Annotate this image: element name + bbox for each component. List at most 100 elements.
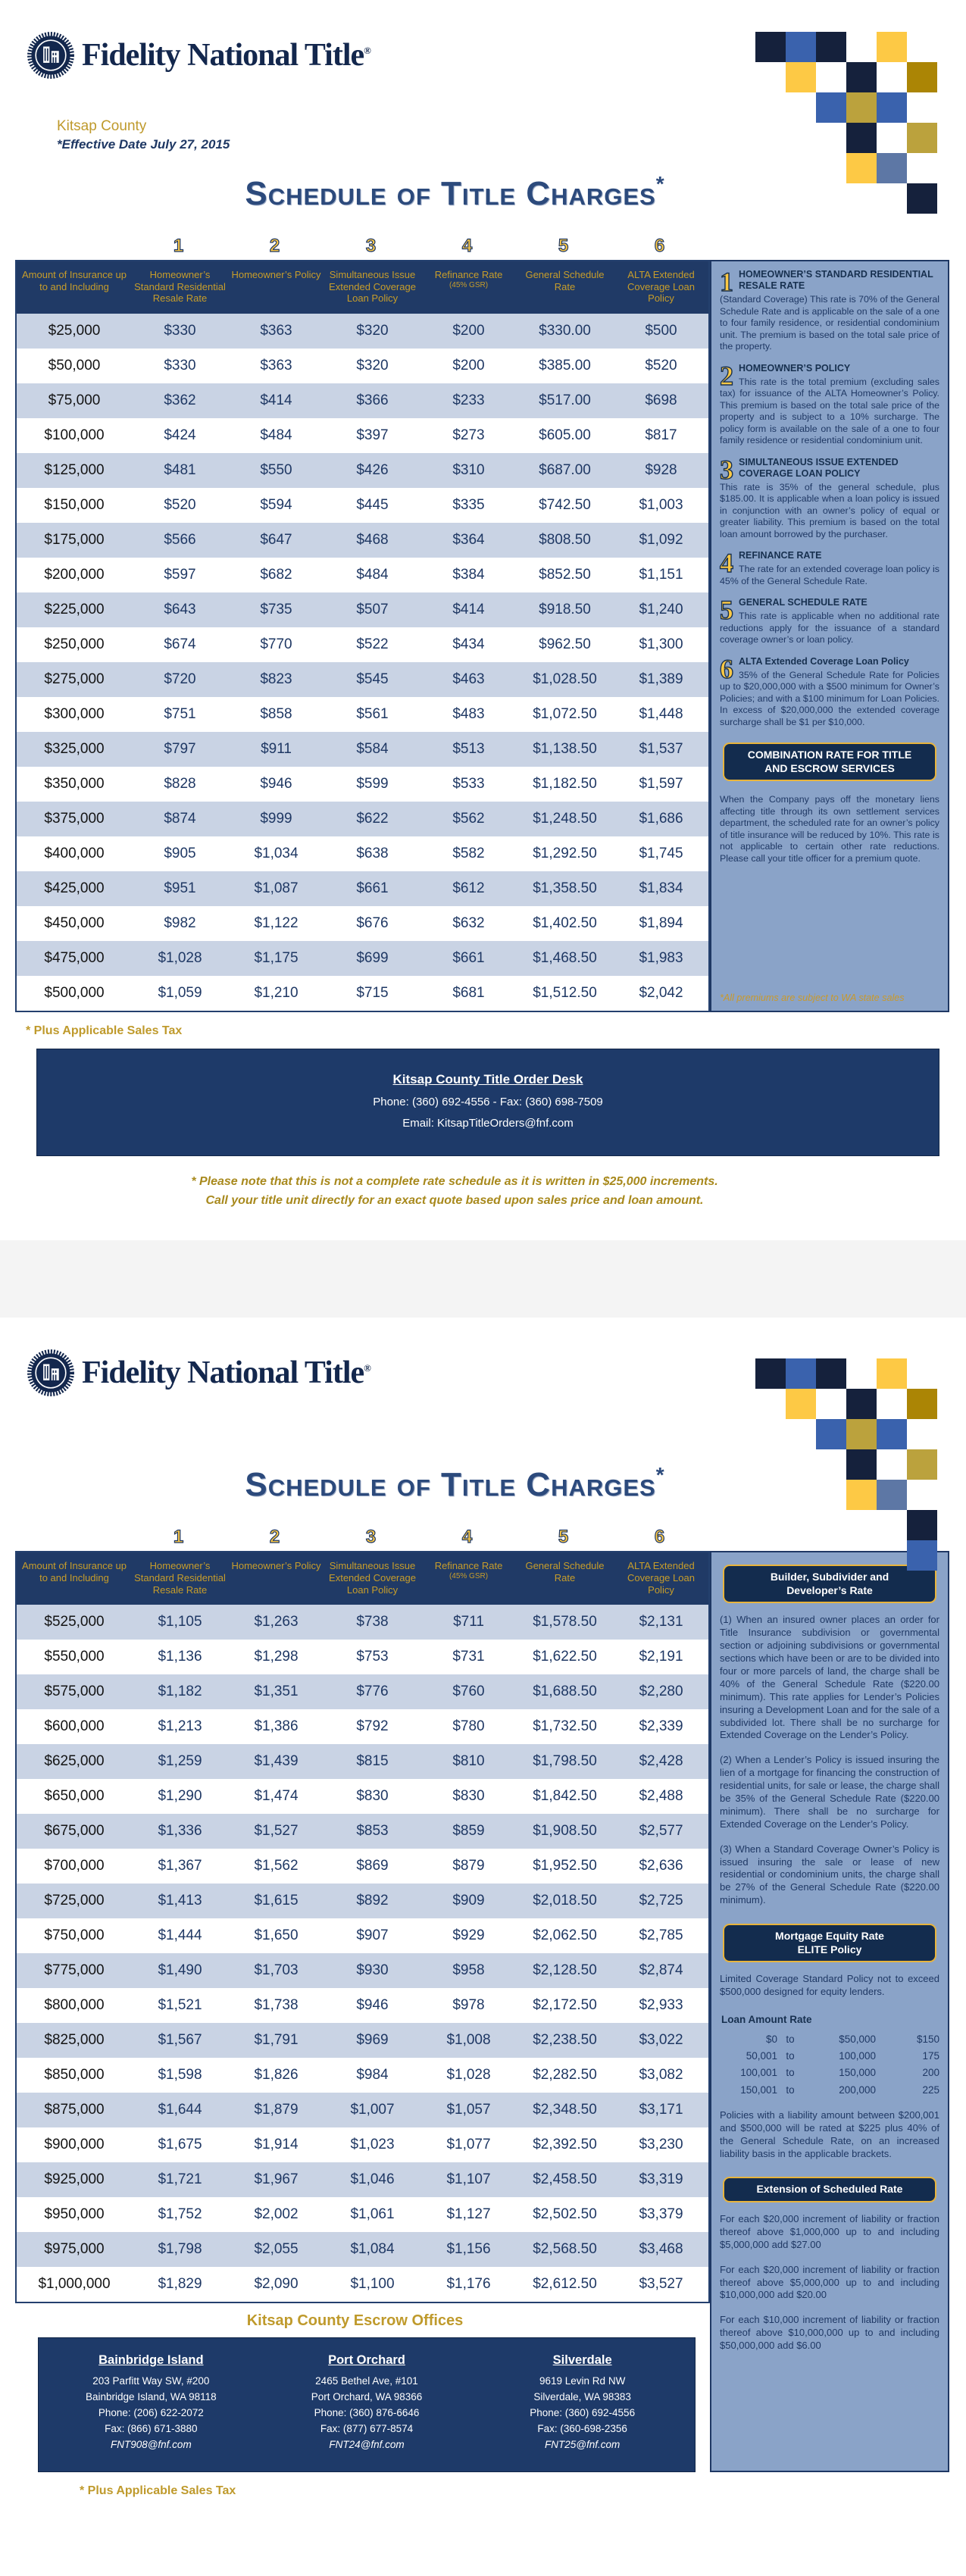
- homeowners-policy-cell: $414: [260, 392, 292, 408]
- homeowners-policy-cell: $1,562: [254, 1858, 299, 1874]
- office-fax: Fax: (360-698-2356: [537, 2422, 627, 2434]
- simultaneous-issue-cell: $599: [356, 775, 389, 792]
- rate-table-page2: Amount of Insurance up to and Including …: [15, 1551, 710, 2304]
- simultaneous-issue-cell: $776: [356, 1683, 389, 1700]
- alta-extended-cell: $500: [645, 322, 677, 339]
- checker-square: [755, 153, 786, 183]
- simultaneous-issue-cell: $892: [356, 1893, 389, 1909]
- brand-logo: Fidelity National Title®: [26, 0, 966, 80]
- office-address-1: 9619 Levin Rd NW: [539, 2375, 626, 2387]
- combination-rate-text: When the Company pays off the monetary l…: [720, 794, 939, 864]
- homeowners-policy-cell: $1,615: [254, 1893, 299, 1909]
- homeowners-policy-cell: $363: [260, 357, 292, 374]
- general-schedule-cell: $687.00: [539, 461, 591, 478]
- refinance-rate-cell: $335: [452, 496, 485, 513]
- checker-square: [877, 1449, 907, 1480]
- amount-cell: $75,000: [48, 392, 101, 408]
- resale-rate-cell: $905: [164, 845, 196, 861]
- homeowners-policy-cell: $1,791: [254, 2032, 299, 2049]
- homeowners-policy-cell: $1,967: [254, 2171, 299, 2188]
- general-schedule-cell: $1,028.50: [533, 671, 597, 687]
- escrow-office: Bainbridge Island 203 Parfitt Way SW, #2…: [43, 2353, 259, 2453]
- checker-square: [755, 1449, 786, 1480]
- checker-square: [786, 1510, 816, 1540]
- refinance-rate-cell: $200: [452, 322, 485, 339]
- checker-square: [877, 1358, 907, 1390]
- checker-square: [846, 1389, 877, 1420]
- checker-square: [755, 1389, 786, 1419]
- general-schedule-cell: $2,128.50: [533, 1962, 597, 1979]
- alta-extended-cell: $2,785: [639, 1927, 683, 1944]
- general-schedule-cell: $385.00: [539, 357, 591, 374]
- rate-schedule-note: * Please note that this is not a complet…: [0, 1173, 909, 1211]
- refinance-rate-cell: $463: [452, 671, 485, 687]
- alta-extended-cell: $2,725: [639, 1893, 683, 1909]
- checker-square: [877, 32, 907, 62]
- checker-square: [786, 153, 816, 183]
- general-schedule-cell: $1,952.50: [533, 1858, 597, 1874]
- homeowners-policy-cell: $1,386: [254, 1718, 299, 1735]
- refinance-rate-cell: $711: [453, 1614, 484, 1630]
- general-schedule-cell: $1,358.50: [533, 880, 597, 896]
- page-1: Fidelity National Title® Kitsap County *…: [0, 0, 966, 1318]
- sidebar-section: 6 ALTA Extended Coverage Loan Policy 35%…: [719, 655, 939, 729]
- refinance-rate-cell: $978: [452, 1997, 485, 2014]
- alta-extended-cell: $1,003: [639, 496, 683, 513]
- alta-extended-cell: $3,082: [639, 2067, 683, 2084]
- checker-square: [877, 1389, 907, 1419]
- simultaneous-issue-cell: $366: [356, 392, 389, 408]
- homeowners-policy-cell: $1,175: [254, 949, 299, 966]
- checker-square: [846, 1449, 877, 1480]
- resale-rate-cell: $1,444: [158, 1927, 202, 1944]
- column-header: ALTA Extended Coverage Loan Policy: [613, 1558, 709, 1597]
- general-schedule-cell: $2,018.50: [533, 1893, 597, 1909]
- homeowners-policy-cell: $1,122: [254, 914, 299, 931]
- alta-extended-cell: $2,577: [639, 1823, 683, 1840]
- column-numbers: 1 2 3 4 5 6: [15, 1527, 708, 1548]
- general-schedule-cell: $1,512.50: [533, 984, 597, 1001]
- resale-rate-cell: $1,829: [158, 2276, 202, 2293]
- simultaneous-issue-cell: $638: [356, 845, 389, 861]
- column-header: ALTA Extended Coverage Loan Policy: [613, 267, 709, 306]
- loan-upto: $50,000: [839, 2033, 876, 2045]
- page-2: Fidelity National Title® Schedule of Tit…: [0, 1318, 966, 2497]
- checker-square: [907, 92, 937, 123]
- homeowners-policy-cell: $1,034: [254, 845, 299, 861]
- refinance-rate-cell: $731: [452, 1649, 485, 1665]
- badge-line: Builder, Subdivider and: [770, 1571, 889, 1583]
- general-schedule-cell: $1,842.50: [533, 1788, 597, 1805]
- homeowners-policy-cell: $946: [260, 775, 292, 792]
- checker-square: [846, 1510, 877, 1540]
- table-header: Amount of Insurance up to and Including …: [17, 261, 708, 314]
- checker-square: [846, 92, 877, 123]
- alta-extended-cell: $1,745: [639, 845, 683, 861]
- alta-extended-cell: $2,488: [639, 1788, 683, 1805]
- simultaneous-issue-cell: $699: [356, 949, 389, 966]
- homeowners-policy-cell: $1,087: [254, 880, 299, 896]
- refinance-rate-cell: $1,008: [446, 2032, 491, 2049]
- alta-extended-cell: $1,448: [639, 705, 683, 722]
- table-row: $675,000 $1,336 $1,527 $853 $859 $1,908.…: [17, 1814, 708, 1849]
- homeowners-policy-cell: $2,090: [254, 2276, 299, 2293]
- simultaneous-issue-cell: $907: [356, 1927, 389, 1944]
- table-row: $550,000 $1,136 $1,298 $753 $731 $1,622.…: [17, 1640, 708, 1674]
- checker-square: [907, 153, 937, 183]
- refinance-rate-cell: $929: [452, 1927, 485, 1944]
- refinance-rate-cell: $780: [452, 1718, 485, 1735]
- section-number: 4: [719, 548, 733, 578]
- amount-cell: $425,000: [44, 880, 105, 896]
- checker-square: [786, 1389, 816, 1420]
- amount-cell: $250,000: [44, 636, 105, 652]
- table-row: $200,000 $597 $682 $484 $384 $852.50 $1,…: [17, 558, 708, 592]
- badge-line: Extension of Scheduled Rate: [756, 2183, 903, 2196]
- resale-rate-cell: $1,675: [158, 2137, 202, 2153]
- homeowners-policy-cell: $1,703: [254, 1962, 299, 1979]
- amount-cell: $950,000: [44, 2206, 105, 2223]
- notes-sidebar-page2: Builder, Subdivider and Developer’s Rate…: [710, 1551, 949, 2472]
- checker-square: [877, 62, 907, 92]
- alta-extended-cell: $1,597: [639, 775, 683, 792]
- table-row: $400,000 $905 $1,034 $638 $582 $1,292.50…: [17, 836, 708, 871]
- checker-square: [846, 153, 877, 183]
- badge-line: Mortgage Equity Rate: [775, 1930, 884, 1943]
- alta-extended-cell: $3,022: [639, 2032, 683, 2049]
